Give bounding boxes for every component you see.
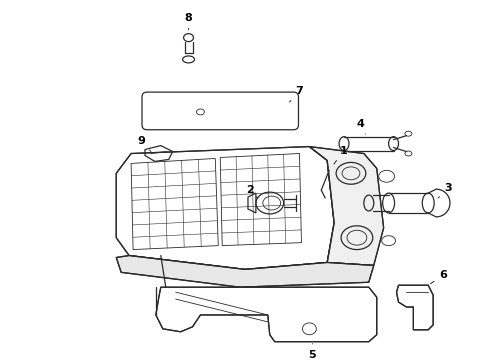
Text: 3: 3 xyxy=(438,183,452,198)
Polygon shape xyxy=(396,285,433,330)
Polygon shape xyxy=(116,256,374,287)
Text: 5: 5 xyxy=(309,344,316,360)
Text: 2: 2 xyxy=(246,185,258,198)
Text: 6: 6 xyxy=(431,270,447,284)
Text: 7: 7 xyxy=(290,86,303,102)
Text: 8: 8 xyxy=(185,13,193,30)
Polygon shape xyxy=(309,147,384,265)
FancyBboxPatch shape xyxy=(142,92,298,130)
Text: 4: 4 xyxy=(357,119,366,134)
Text: 1: 1 xyxy=(334,145,348,164)
Polygon shape xyxy=(116,147,334,269)
Polygon shape xyxy=(156,287,377,342)
Text: 9: 9 xyxy=(137,136,151,152)
